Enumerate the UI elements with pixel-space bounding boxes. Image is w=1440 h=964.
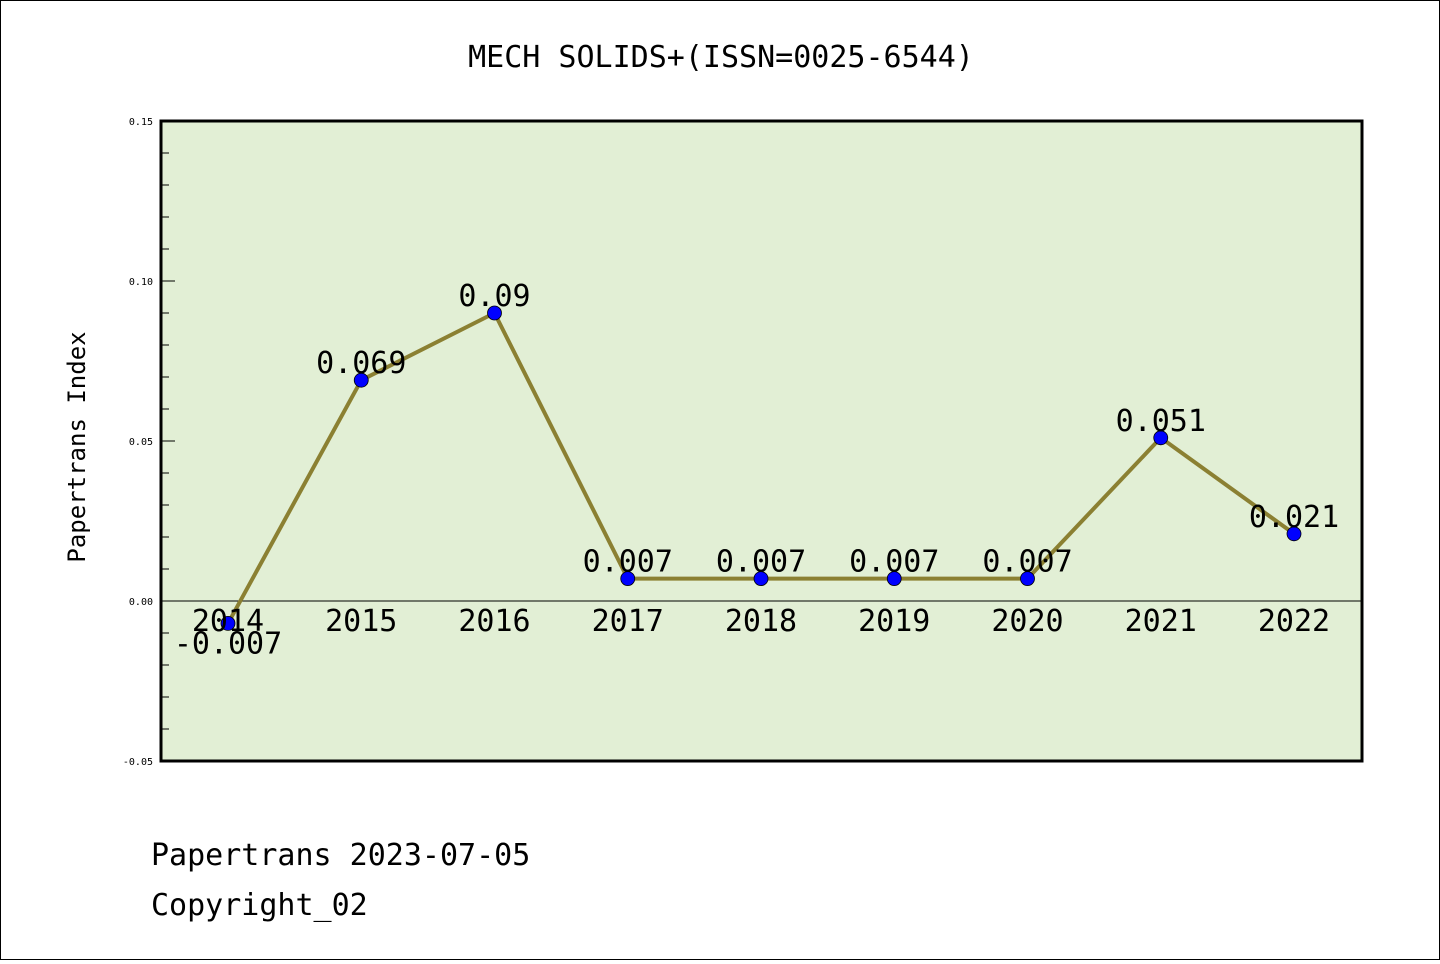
x-tick-label: 2016 bbox=[458, 604, 530, 639]
y-tick-label: 0.05 bbox=[129, 437, 153, 448]
data-point bbox=[353, 372, 369, 388]
x-tick-label: 2020 bbox=[991, 604, 1063, 639]
plot-area bbox=[161, 121, 1362, 761]
data-label: 0.007 bbox=[716, 545, 806, 580]
y-tick-label: -0.05 bbox=[123, 757, 153, 768]
y-tick-label: 0.15 bbox=[129, 117, 153, 128]
data-labels: -0.007 0.069 0.09 0.007 0.007 0.007 0.007 0.051… bbox=[174, 279, 1339, 661]
data-label: 0.09 bbox=[458, 279, 530, 314]
y-tick-label: 0.00 bbox=[129, 597, 153, 608]
x-tick-label: 2014 bbox=[192, 604, 264, 639]
data-point bbox=[886, 571, 902, 586]
data-label: 0.007 bbox=[849, 545, 939, 580]
data-label: -0.007 bbox=[174, 626, 282, 661]
data-label: 0.007 bbox=[583, 545, 673, 580]
data-label: 0.007 bbox=[982, 545, 1072, 580]
series-markers bbox=[220, 305, 1302, 631]
y-axis-label: Papertrans Index bbox=[63, 331, 91, 562]
data-point bbox=[1020, 571, 1035, 586]
x-tick-label: 2019 bbox=[858, 604, 930, 639]
data-point bbox=[620, 571, 636, 586]
x-tick-label: 2015 bbox=[325, 604, 397, 639]
plot-border bbox=[159, 119, 1364, 763]
data-point bbox=[1286, 526, 1302, 542]
data-label: 0.069 bbox=[316, 346, 406, 381]
x-tick-label: 2018 bbox=[725, 604, 797, 639]
y-tick-label: 0.10 bbox=[129, 277, 153, 288]
data-point bbox=[1153, 430, 1169, 446]
x-axis-ticks: 2014 2015 2016 2017 2018 2019 2020 2021 2022 bbox=[192, 604, 1330, 639]
footer-copyright: Copyright_02 bbox=[151, 888, 368, 923]
x-tick-label: 2022 bbox=[1258, 604, 1330, 639]
footer-date: Papertrans 2023-07-05 bbox=[151, 838, 530, 873]
x-tick-label: 2017 bbox=[592, 604, 664, 639]
x-tick-label: 2021 bbox=[1125, 604, 1197, 639]
data-label: 0.021 bbox=[1249, 500, 1339, 535]
data-point bbox=[220, 616, 236, 631]
data-point bbox=[753, 571, 769, 586]
data-label: 0.051 bbox=[1116, 404, 1206, 439]
data-point bbox=[487, 305, 502, 321]
chart-title: MECH SOLIDS+(ISSN=0025-6544) bbox=[468, 40, 974, 75]
